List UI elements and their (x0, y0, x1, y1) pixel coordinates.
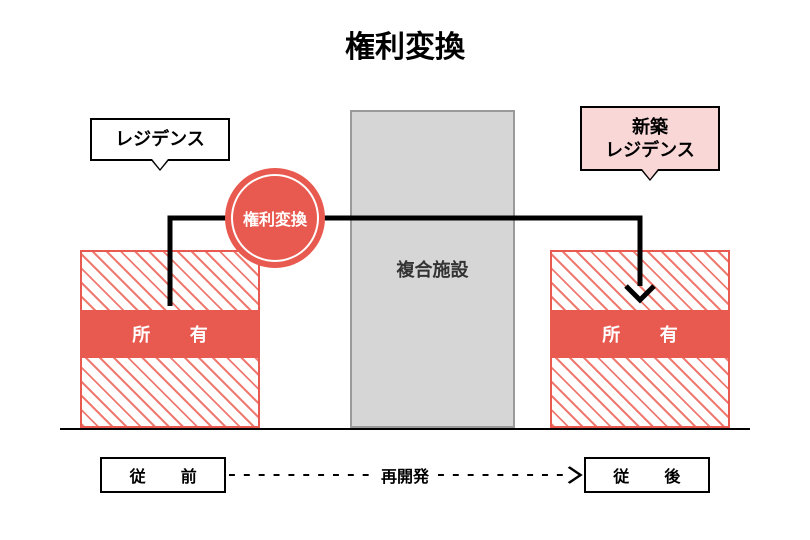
axis-dash-left (226, 465, 375, 485)
center-building-label: 複合施設 (397, 256, 469, 282)
right-ownership-band: 所 有 (550, 310, 730, 358)
right-callout: 新築レジデンス (580, 106, 720, 171)
axis-center-label: 再開発 (375, 463, 435, 487)
left-ownership-band: 所 有 (80, 310, 260, 358)
ground-line (60, 428, 750, 430)
callout-tail-icon (150, 159, 170, 171)
axis-after-box: 従 後 (584, 457, 710, 493)
callout-tail-icon (640, 169, 660, 181)
diagram-stage: 複合施設 所 有 所 有 レジデンス 新築レジデンス 権利変換 (60, 100, 750, 430)
axis-dash-right-arrow (435, 465, 584, 485)
conversion-badge: 権利変換 (225, 168, 325, 268)
left-ownership-label: 所 有 (121, 321, 218, 347)
left-callout-text: レジデンス (115, 129, 205, 149)
badge-ring-icon (231, 174, 319, 262)
right-ownership-label: 所 有 (591, 321, 688, 347)
right-callout-text: 新築レジデンス (605, 117, 695, 160)
axis-before-box: 従 前 (100, 457, 226, 493)
center-building: 複合施設 (350, 110, 515, 428)
timeline-axis: 従 前 再開発 従 後 (100, 455, 710, 495)
page-title: 権利変換 (0, 22, 810, 66)
left-callout: レジデンス (90, 118, 230, 161)
